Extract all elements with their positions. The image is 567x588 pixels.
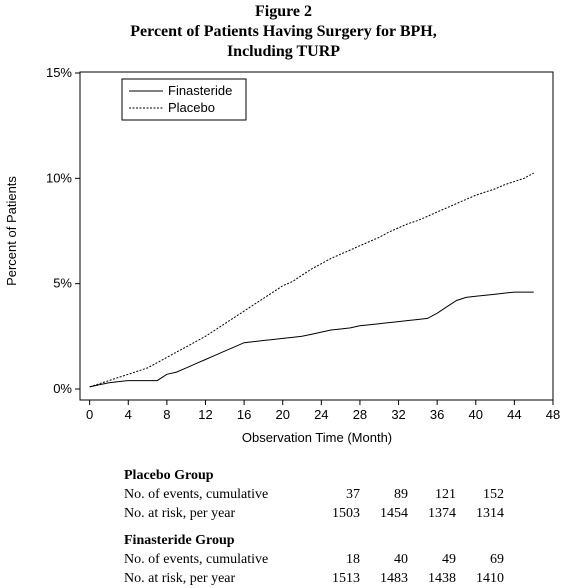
table-row: No. at risk, per year 1503 1454 1374 131… bbox=[124, 504, 504, 523]
x-tick-label: 28 bbox=[353, 407, 367, 422]
x-tick-label: 24 bbox=[314, 407, 328, 422]
placebo-group-title: Placebo Group bbox=[124, 468, 214, 483]
table-row: No. of events, cumulative 37 89 121 152 bbox=[124, 485, 504, 504]
x-tick-label: 8 bbox=[163, 407, 170, 422]
table-cell: 1374 bbox=[428, 506, 456, 521]
table-cell: 1438 bbox=[428, 571, 456, 586]
table-cell: 40 bbox=[394, 552, 408, 567]
figure-title-block: Figure 2 Percent of Patients Having Surg… bbox=[0, 2, 567, 62]
series-line-finasteride bbox=[89, 291, 534, 388]
table-row: No. at risk, per year 1513 1483 1438 141… bbox=[124, 569, 504, 588]
series-line-placebo bbox=[89, 172, 534, 388]
y-axis-ticks: 0% 5% 10% 15% bbox=[46, 65, 80, 396]
table-cell: 49 bbox=[442, 552, 456, 567]
row-label: No. at risk, per year bbox=[124, 571, 236, 586]
x-tick-label: 44 bbox=[507, 407, 521, 422]
table-cell: 89 bbox=[394, 487, 408, 502]
y-tick-label: 10% bbox=[46, 170, 72, 185]
table-cell: 1513 bbox=[332, 571, 360, 586]
table-cell: 1410 bbox=[476, 571, 504, 586]
figure-title-line2: Including TURP bbox=[226, 43, 341, 60]
table-cell: 152 bbox=[483, 487, 504, 502]
legend-finasteride-label: Finasteride bbox=[168, 83, 232, 98]
x-tick-label: 36 bbox=[430, 407, 444, 422]
x-tick-label: 48 bbox=[546, 407, 560, 422]
finasteride-group-title: Finasteride Group bbox=[124, 533, 235, 548]
y-axis-label: Percent of Patients bbox=[4, 176, 19, 286]
table-cell: 1483 bbox=[380, 571, 408, 586]
x-axis-label: Observation Time (Month) bbox=[242, 430, 392, 445]
x-tick-label: 20 bbox=[275, 407, 289, 422]
risk-table: Placebo Group No. of events, cumulative … bbox=[124, 466, 504, 588]
figure-label: Figure 2 bbox=[254, 3, 313, 20]
legend-placebo-label: Placebo bbox=[168, 100, 215, 115]
y-tick-label: 0% bbox=[53, 381, 72, 396]
table-cell: 121 bbox=[435, 487, 456, 502]
table-cell: 1503 bbox=[332, 506, 360, 521]
legend-box bbox=[121, 78, 247, 121]
row-label: No. of events, cumulative bbox=[124, 552, 269, 567]
series-layer bbox=[89, 172, 534, 388]
y-tick-label: 5% bbox=[53, 276, 72, 291]
table-cell: 18 bbox=[346, 552, 360, 567]
x-axis-ticks: 0 4 8 12 16 20 24 28 32 36 40 44 48 bbox=[86, 400, 560, 422]
figure-title-line1: Percent of Patients Having Surgery for B… bbox=[130, 23, 437, 40]
table-cell: 1454 bbox=[380, 506, 408, 521]
x-tick-label: 0 bbox=[86, 407, 93, 422]
row-label: No. at risk, per year bbox=[124, 506, 236, 521]
group-spacer bbox=[124, 523, 504, 531]
surgery-line-chart: 0 4 8 12 16 20 24 28 32 36 40 44 48 0%5%10%15% Obser… bbox=[4, 65, 560, 445]
x-tick-label: 12 bbox=[198, 407, 212, 422]
row-label: No. of events, cumulative bbox=[124, 487, 269, 502]
y-tick-label: 15% bbox=[46, 65, 72, 80]
table-cell: 69 bbox=[490, 552, 504, 567]
x-tick-label: 4 bbox=[125, 407, 132, 422]
table-cell: 37 bbox=[346, 487, 360, 502]
plot-frame bbox=[79, 71, 554, 401]
legend: Finasteride Placebo bbox=[121, 78, 247, 121]
x-tick-label: 32 bbox=[391, 407, 405, 422]
x-tick-label: 40 bbox=[469, 407, 483, 422]
x-tick-label: 16 bbox=[237, 407, 251, 422]
table-cell: 1314 bbox=[476, 506, 504, 521]
table-row: No. of events, cumulative 18 40 49 69 bbox=[124, 550, 504, 569]
